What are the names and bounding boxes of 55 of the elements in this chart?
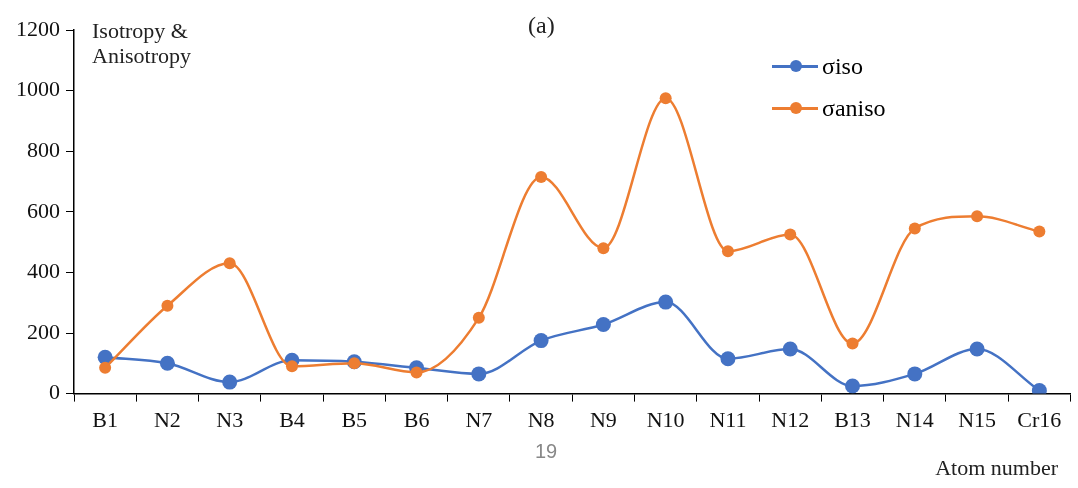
point — [659, 92, 672, 105]
point — [285, 360, 298, 373]
legend-label: σiso — [822, 52, 863, 80]
point — [535, 170, 548, 183]
x-tick-label: N2 — [153, 406, 181, 432]
x-tick-label: N11 — [709, 406, 747, 432]
y-tick-label: 600 — [27, 197, 60, 223]
point — [907, 366, 923, 382]
point — [533, 333, 549, 349]
point — [846, 337, 859, 350]
text: 19 — [535, 440, 558, 463]
point — [721, 245, 734, 258]
point — [597, 242, 610, 255]
point — [658, 294, 674, 310]
point — [410, 366, 423, 379]
x-tick-label: N7 — [465, 406, 493, 432]
y-tick-label: 400 — [27, 258, 60, 284]
x-tick-label: N10 — [646, 406, 685, 432]
x-axis-title: Atom number — [935, 455, 1058, 481]
point — [159, 355, 175, 371]
y-tick-label: 200 — [27, 318, 60, 344]
x-tick-label: Cr16 — [1017, 406, 1062, 432]
x-tick-label: N14 — [895, 406, 934, 432]
point — [223, 257, 236, 270]
x-tick-label: B6 — [403, 406, 430, 432]
point — [472, 311, 485, 324]
y-tick-label: 800 — [27, 136, 60, 162]
point — [845, 378, 861, 394]
point — [969, 341, 985, 357]
y-tick-label: 0 — [49, 379, 60, 405]
point — [720, 351, 736, 367]
point — [471, 366, 487, 382]
point — [99, 361, 112, 374]
x-tick-label: N8 — [527, 406, 555, 432]
chart-title: (a) — [528, 12, 555, 40]
x-tick-label: B1 — [92, 406, 118, 432]
legend-label: σaniso — [822, 94, 886, 122]
point — [782, 341, 798, 357]
y-tick-label: 1000 — [16, 76, 60, 102]
point — [161, 299, 174, 312]
point — [908, 222, 921, 235]
x-tick-label: B5 — [341, 406, 368, 432]
x-tick-label: N12 — [771, 406, 810, 432]
x-tick-label: B13 — [834, 406, 871, 432]
x-tick-label: N9 — [589, 406, 617, 432]
y-tick-label: 1200 — [16, 15, 60, 41]
point — [784, 228, 797, 241]
x-tick-label: N15 — [958, 406, 997, 432]
x-tick-label: B4 — [279, 406, 305, 432]
point — [595, 317, 611, 333]
point — [222, 374, 238, 390]
point — [1033, 225, 1046, 238]
y-axis-title: Isotropy & Anisotropy — [92, 18, 192, 69]
point — [971, 210, 984, 223]
x-tick-label: N3 — [216, 406, 244, 432]
